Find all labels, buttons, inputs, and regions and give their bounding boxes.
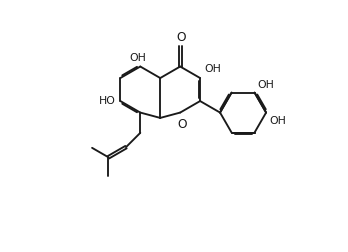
Text: HO: HO bbox=[99, 96, 116, 105]
Text: OH: OH bbox=[205, 63, 221, 73]
Text: OH: OH bbox=[269, 115, 286, 125]
Text: O: O bbox=[177, 118, 187, 131]
Text: OH: OH bbox=[130, 52, 147, 62]
Text: OH: OH bbox=[257, 80, 274, 90]
Text: O: O bbox=[176, 31, 186, 44]
